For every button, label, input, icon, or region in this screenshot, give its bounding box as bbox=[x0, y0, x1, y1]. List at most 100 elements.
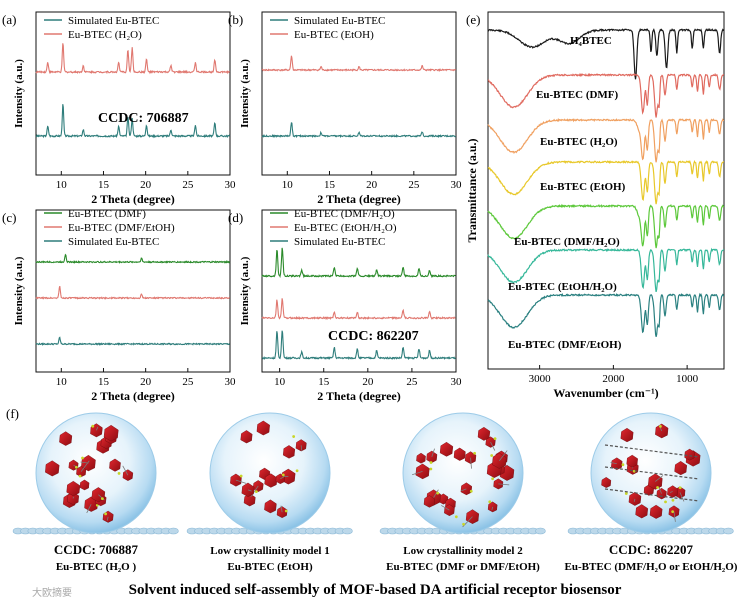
eu-polyhedron bbox=[240, 430, 253, 444]
x-tick-label: 30 bbox=[225, 376, 237, 388]
series-line-c-0 bbox=[35, 253, 231, 264]
oxygen-atom bbox=[488, 500, 492, 504]
series-line-d-0 bbox=[261, 247, 456, 279]
linker-bond bbox=[433, 489, 439, 498]
eu-polyhedron bbox=[635, 504, 649, 519]
oxygen-atom bbox=[74, 465, 78, 469]
oxygen-atom bbox=[656, 486, 659, 489]
x-tick-label: 20 bbox=[140, 376, 152, 388]
ftir-line-5 bbox=[487, 247, 724, 293]
eu-polyhedron bbox=[649, 504, 663, 519]
y-axis-label: Intensity (a.u.) bbox=[13, 59, 25, 128]
panel-label: (f) bbox=[6, 406, 19, 421]
x-tick-label: 25 bbox=[408, 179, 420, 191]
eu-polyhedron bbox=[79, 479, 90, 491]
x-axis-label: 2 Theta (degree) bbox=[317, 192, 401, 206]
legend-label: Eu-BTEC (EtOH/H₂O) bbox=[294, 222, 397, 234]
model-subtitle: Eu-BTEC (H₂O ) bbox=[56, 561, 137, 573]
x-axis-label: 2 Theta (degree) bbox=[91, 192, 175, 206]
eu-polyhedron bbox=[460, 482, 473, 496]
eu-polyhedron bbox=[493, 478, 504, 490]
x-tick-label: 20 bbox=[362, 376, 374, 388]
linker-bond bbox=[80, 461, 89, 464]
eu-polyhedron bbox=[276, 506, 288, 519]
layer-chain bbox=[604, 466, 700, 480]
oxygen-atom bbox=[490, 454, 494, 457]
assembly-panel: (f) CCDC: 706887 Eu-BTEC (H₂O ) Low crystal… bbox=[6, 406, 738, 599]
linker-bond bbox=[633, 498, 636, 502]
substrate-bead bbox=[723, 527, 734, 535]
oxygen-atom bbox=[281, 473, 285, 477]
x-tick-label: 10 bbox=[274, 376, 286, 388]
y-axis-label: Intensity (a.u.) bbox=[239, 256, 251, 325]
plot-frame bbox=[487, 11, 725, 370]
oxygen-atom bbox=[671, 510, 675, 514]
ftir-series-label: Eu-BTEC (DMF/EtOH) bbox=[508, 339, 622, 351]
oxygen-atom bbox=[78, 474, 82, 478]
oxygen-atom bbox=[91, 424, 95, 428]
xrd-panel-c: (c) 10 15 20 25 30 2 Theta (degree) Intensity (… bbox=[2, 208, 236, 403]
x-axis-label: Wavenumber (cm⁻¹) bbox=[553, 386, 658, 400]
oxygen-atom bbox=[81, 456, 84, 460]
model-title: CCDC: 706887 bbox=[54, 542, 139, 557]
x-tick-label: 15 bbox=[98, 179, 110, 191]
substrate-bead bbox=[168, 527, 179, 535]
oxygen-atom bbox=[491, 477, 495, 481]
oxygen-atom bbox=[254, 490, 258, 493]
linker-bond bbox=[610, 462, 617, 465]
legend-label: Eu-BTEC (EtOH) bbox=[294, 29, 374, 41]
eu-polyhedron bbox=[275, 473, 286, 485]
linker-bond bbox=[235, 479, 247, 484]
y-axis-label: Transmittance (a.u.) bbox=[465, 138, 479, 242]
linker-bond bbox=[247, 489, 252, 492]
xrd-panel-a: (a) 10 15 20 25 30 2 Theta (degree) Intensity (… bbox=[2, 11, 237, 206]
xrd-panel-d: (d) 10 15 20 25 30 2 Theta (degree) Intensity (… bbox=[228, 208, 462, 403]
panel-label: (d) bbox=[228, 210, 243, 225]
y-axis-label: Intensity (a.u.) bbox=[239, 59, 251, 128]
model-title: CCDC: 862207 bbox=[609, 542, 694, 557]
panel-label: (c) bbox=[2, 210, 16, 225]
ftir-panel: (e) 3000 2000 1000 Wavenumber (cm⁻¹) Transmit… bbox=[465, 11, 725, 400]
plot-frame bbox=[35, 209, 231, 373]
series-line-a-0 bbox=[35, 104, 231, 139]
linker-bond bbox=[80, 460, 90, 472]
oxygen-atom bbox=[493, 437, 497, 440]
sphere-model-4: CCDC: 862207 Eu-BTEC (DMF/H₂O or EtOH/H₂O… bbox=[565, 412, 738, 573]
eu-polyhedron bbox=[103, 424, 119, 442]
oxygen-atom bbox=[664, 500, 667, 504]
ftir-line-0 bbox=[487, 28, 725, 80]
linker-bond bbox=[669, 491, 673, 493]
eu-polyhedron bbox=[601, 477, 612, 488]
x-tick-label: 30 bbox=[225, 179, 237, 191]
eu-polyhedron bbox=[282, 445, 296, 459]
oxygen-atom bbox=[104, 512, 108, 516]
eu-polyhedron bbox=[620, 427, 634, 443]
ftir-line-3 bbox=[487, 159, 724, 205]
oxygen-atom bbox=[469, 489, 473, 493]
legend-label: Simulated Eu-BTEC bbox=[68, 15, 159, 27]
x-tick-label: 30 bbox=[451, 179, 463, 191]
oxygen-atom bbox=[292, 435, 296, 438]
linker-bond bbox=[490, 441, 496, 451]
legend-label: Simulated Eu-BTEC bbox=[294, 236, 385, 248]
linker-bond bbox=[300, 445, 303, 451]
substrate-bead bbox=[342, 527, 353, 535]
plot-frame bbox=[261, 11, 457, 176]
x-tick-label: 20 bbox=[366, 179, 378, 191]
linker-bond bbox=[280, 475, 286, 480]
linker-bond bbox=[280, 505, 283, 513]
linker-bond bbox=[470, 457, 472, 469]
ftir-line-4 bbox=[487, 203, 724, 249]
eu-polyhedron bbox=[626, 454, 638, 468]
plot-frame bbox=[261, 209, 457, 373]
oxygen-atom bbox=[239, 474, 243, 478]
eu-polyhedron bbox=[453, 447, 466, 461]
linker-bond bbox=[86, 504, 92, 514]
eu-polyhedron bbox=[241, 482, 255, 497]
oxygen-atom bbox=[429, 467, 433, 471]
sphere-model-3: Low crystallinity model 2 Eu-BTEC (DMF or… bbox=[379, 412, 546, 573]
ftir-series-label: Eu-BTEC (DMF) bbox=[536, 89, 619, 101]
ftir-series-label: H₄BTEC bbox=[570, 35, 612, 47]
linker-bond bbox=[491, 506, 494, 511]
